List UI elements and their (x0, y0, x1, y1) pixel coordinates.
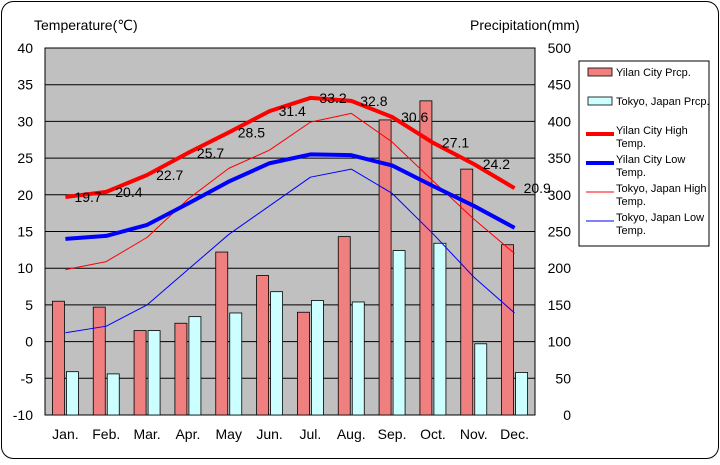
right-axis-tick-label: 450 (548, 77, 572, 93)
x-tick-label: Feb. (92, 426, 120, 442)
bar (351, 301, 365, 416)
left-axis-tick-label: 35 (17, 77, 33, 93)
bar (106, 373, 120, 416)
data-label: 33.2 (319, 90, 346, 106)
right-axis-tick-label: 500 (548, 40, 572, 56)
data-label: 32.8 (360, 93, 387, 109)
bar (174, 322, 188, 416)
x-tick-label: Aug. (337, 426, 366, 442)
left-axis-tick-label: 10 (17, 260, 33, 276)
x-tick-label: Jul. (300, 426, 322, 442)
bar (378, 119, 392, 416)
legend-label: Tokyo, Japan High Temp. (616, 183, 707, 208)
left-axis-title: Temperature(℃) (34, 17, 138, 33)
bar (215, 251, 229, 416)
bar (474, 343, 488, 416)
right-axis-tick-label: 300 (548, 187, 572, 203)
series-line (65, 95, 516, 199)
right-axis-tick-label: 0 (563, 407, 571, 423)
left-axis-tick-label: 5 (25, 297, 33, 313)
legend-label: Yilan City Prcp. (616, 67, 691, 79)
data-label: 31.4 (279, 103, 306, 119)
right-axis-title: Precipitation(mm) (470, 17, 580, 33)
data-label: 20.9 (524, 180, 551, 196)
x-tick-label: Oct. (420, 426, 446, 442)
series-line (65, 168, 515, 334)
axes: Temperature(℃) Precipitation(mm) 40 50035… (13, 17, 580, 442)
data-label: 27.1 (442, 135, 469, 151)
x-tick-label: Jun. (256, 426, 282, 442)
bar (501, 244, 514, 416)
data-label: 25.7 (197, 145, 224, 161)
bar (52, 300, 65, 416)
x-tick-label: Apr. (175, 426, 200, 442)
legend-label: Yilan City High Temp. (616, 125, 688, 150)
data-label: 24.2 (483, 156, 510, 172)
right-axis-tick-label: 250 (548, 224, 572, 240)
bar (188, 316, 202, 416)
series-line (65, 152, 516, 241)
data-label: 19.7 (74, 189, 101, 205)
legend: Yilan City Prcp. Tokyo, Japan Prcp. Yilan … (578, 60, 710, 247)
data-label: 30.6 (401, 109, 428, 125)
x-tick-label: Jan. (52, 426, 78, 442)
bar (270, 291, 283, 416)
right-axis-tick-label: 50 (555, 370, 571, 386)
data-labels: 19.7 20.4 22.7 25.7 28.5 31.4 33.2 32.8 30.6 27.1… (74, 90, 551, 205)
left-axis-tick-label: 30 (17, 113, 33, 129)
left-axis-tick-label: 20 (17, 187, 33, 203)
bar (515, 372, 528, 416)
bar (392, 250, 406, 416)
bar (147, 330, 161, 416)
legend-label: Yilan City Low Temp. (616, 154, 685, 179)
legend-swatch (587, 96, 613, 106)
data-label: 20.4 (115, 184, 142, 200)
right-axis-tick-label: 200 (548, 260, 572, 276)
left-axis-tick-label: 25 (17, 150, 33, 166)
right-axis-tick-label: 350 (548, 150, 572, 166)
x-tick-label: Mar. (133, 426, 160, 442)
legend-label: Tokyo, Japan Prcp. (616, 96, 710, 108)
x-tick-label: May (216, 426, 242, 442)
bar (337, 236, 351, 416)
left-axis-tick-label: 0 (25, 334, 33, 350)
line-series (65, 95, 516, 334)
bar (256, 275, 269, 416)
left-axis-tick-label: -5 (21, 370, 34, 386)
bar (460, 168, 474, 416)
bar (433, 242, 447, 416)
bar (297, 311, 310, 416)
x-tick-label: Dec. (500, 426, 529, 442)
legend-swatch (587, 67, 613, 77)
left-axis-tick-label: 15 (17, 224, 33, 240)
right-axis-tick-label: 400 (548, 113, 572, 129)
legend-box (578, 60, 710, 247)
legend-label: Tokyo, Japan Low Temp. (616, 212, 704, 237)
bar (419, 100, 433, 416)
bar (133, 330, 147, 416)
left-axis-tick-label: -10 (13, 407, 33, 423)
right-axis-tick-label: 100 (548, 334, 572, 350)
bar (66, 371, 79, 416)
bar (311, 300, 324, 416)
bar (92, 306, 106, 416)
x-tick-label: Sep. (378, 426, 407, 442)
data-label: 22.7 (156, 167, 183, 183)
bar (229, 312, 243, 416)
bar-series (52, 100, 528, 416)
data-label: 28.5 (238, 124, 265, 140)
right-axis-tick-label: 150 (548, 297, 572, 313)
x-tick-label: Nov. (460, 426, 488, 442)
left-axis-tick-label: 40 (17, 40, 33, 56)
